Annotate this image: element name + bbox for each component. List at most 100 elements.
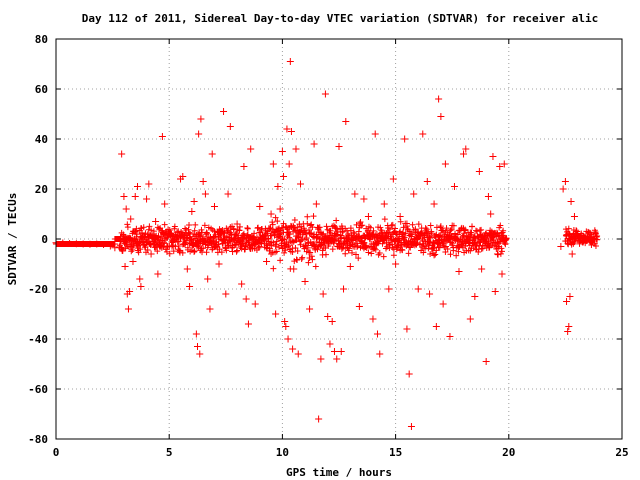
band-marker — [312, 263, 319, 270]
band-marker — [562, 226, 569, 233]
data-point — [186, 283, 194, 290]
band-marker — [273, 241, 280, 248]
band-marker — [251, 230, 258, 237]
band-marker — [156, 225, 163, 232]
data-point — [192, 330, 200, 338]
band-marker — [330, 238, 337, 245]
data-point — [282, 323, 290, 330]
data-point — [306, 305, 314, 313]
x-tick-label: 20 — [502, 446, 515, 459]
band-marker — [147, 241, 154, 248]
band-marker — [183, 237, 190, 244]
band-marker — [271, 232, 278, 239]
band-marker — [242, 246, 249, 253]
data-point — [351, 190, 359, 198]
band-marker — [334, 231, 341, 238]
band-marker — [444, 245, 451, 252]
band-marker — [338, 245, 345, 252]
band-marker — [223, 247, 230, 254]
data-point — [179, 173, 187, 180]
data-point — [315, 415, 323, 423]
data-point — [342, 118, 350, 125]
band-marker — [592, 243, 599, 250]
data-point — [188, 208, 196, 215]
data-point — [244, 320, 252, 328]
band-marker — [154, 248, 161, 255]
band-marker — [186, 229, 193, 236]
band-marker — [440, 239, 447, 246]
data-point — [194, 343, 201, 350]
band-marker — [295, 234, 302, 241]
band-marker — [474, 228, 481, 235]
band-marker — [354, 243, 361, 250]
band-marker — [254, 225, 261, 232]
data-point — [466, 315, 474, 323]
band-marker — [286, 230, 293, 237]
data-point — [137, 283, 145, 290]
band-marker — [363, 242, 370, 249]
band-marker — [379, 229, 386, 236]
band-marker — [269, 221, 276, 228]
data-point — [59, 239, 67, 247]
data-point — [557, 243, 565, 250]
data-point — [564, 328, 572, 335]
band-marker — [458, 242, 465, 249]
data-point — [136, 275, 144, 283]
band-marker — [427, 234, 434, 241]
data-point — [419, 130, 427, 138]
band-marker — [128, 248, 135, 255]
data-point — [567, 198, 575, 205]
band-marker — [191, 248, 198, 255]
data-point — [115, 243, 123, 251]
band-marker — [475, 249, 482, 256]
band-marker — [236, 223, 243, 230]
band-marker — [420, 249, 427, 256]
data-point — [267, 210, 275, 218]
band-marker — [422, 225, 429, 232]
band-marker — [448, 226, 455, 233]
chart-title: Day 112 of 2011, Sidereal Day-to-day VTE… — [82, 12, 599, 25]
band-marker — [195, 244, 202, 251]
data-point — [215, 260, 223, 268]
band-marker — [443, 225, 450, 232]
x-tick-label: 15 — [389, 446, 402, 459]
data-point — [570, 213, 578, 220]
data-point — [256, 203, 264, 210]
data-point — [283, 125, 291, 133]
data-point — [324, 313, 332, 320]
band-marker — [397, 218, 404, 225]
data-point — [122, 205, 130, 213]
band-marker — [447, 227, 454, 234]
data-point — [280, 173, 288, 180]
data-point — [233, 220, 241, 228]
data-point — [426, 290, 434, 298]
band-marker — [306, 226, 313, 233]
band-marker — [323, 223, 330, 230]
data-point — [127, 215, 135, 223]
data-point — [222, 290, 230, 298]
band-marker — [244, 224, 251, 231]
band-marker — [367, 224, 374, 231]
dense-data-band — [53, 213, 601, 272]
band-marker — [137, 246, 144, 253]
data-point — [72, 240, 80, 248]
y-tick-label: 0 — [41, 233, 48, 246]
data-point — [335, 143, 343, 150]
band-marker — [498, 245, 505, 252]
data-point — [471, 293, 479, 300]
data-point — [355, 303, 363, 310]
data-point — [161, 200, 169, 208]
x-axis-label: GPS time / hours — [286, 466, 392, 479]
data-point — [328, 318, 336, 325]
band-marker — [305, 259, 312, 266]
band-marker — [330, 240, 337, 247]
band-marker — [308, 253, 315, 260]
band-marker — [351, 230, 358, 237]
band-marker — [146, 223, 153, 230]
data-point — [487, 210, 495, 218]
band-marker — [298, 256, 305, 263]
data-point — [106, 242, 114, 250]
data-point — [79, 240, 87, 248]
band-marker — [502, 241, 509, 248]
band-marker — [191, 227, 198, 234]
